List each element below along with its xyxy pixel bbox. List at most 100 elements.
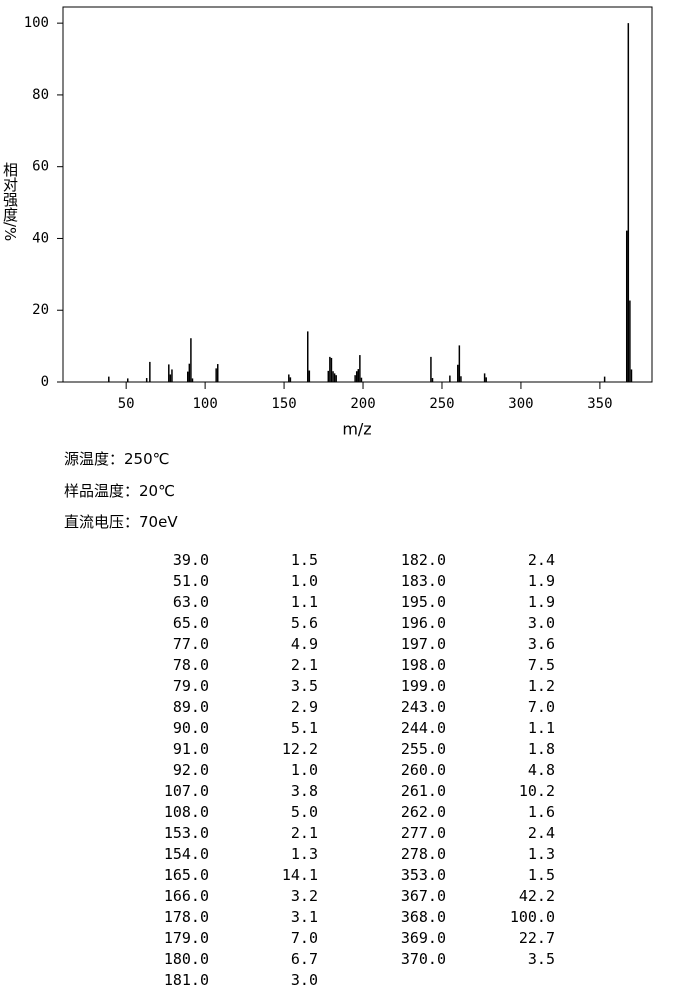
table-cell: 2.1 bbox=[290, 824, 318, 842]
y-tick-label: 0 bbox=[41, 374, 49, 390]
condition: 直流电压：70eV bbox=[64, 513, 178, 531]
table-cell: 2.4 bbox=[527, 824, 555, 842]
table-cell: 39.0 bbox=[172, 551, 209, 569]
table-cell: 3.2 bbox=[290, 887, 318, 905]
table-cell: 1.2 bbox=[527, 677, 555, 695]
table-cell: 4.8 bbox=[527, 761, 555, 779]
table-cell: 51.0 bbox=[172, 572, 209, 590]
table-cell: 367.0 bbox=[400, 887, 446, 905]
table-cell: 108.0 bbox=[163, 803, 209, 821]
table-cell: 79.0 bbox=[172, 677, 209, 695]
table-cell: 2.9 bbox=[290, 698, 318, 716]
table-cell: 353.0 bbox=[400, 866, 446, 884]
table-cell: 183.0 bbox=[400, 572, 446, 590]
table-cell: 179.0 bbox=[163, 929, 209, 947]
x-tick-label: 150 bbox=[271, 396, 296, 412]
table-cell: 1.5 bbox=[527, 866, 555, 884]
x-tick-label: 50 bbox=[118, 396, 135, 412]
table-cell: 22.7 bbox=[518, 929, 555, 947]
x-tick-label: 350 bbox=[587, 396, 612, 412]
table-cell: 7.0 bbox=[290, 929, 318, 947]
table-cell: 196.0 bbox=[400, 614, 446, 632]
x-tick-label: 250 bbox=[429, 396, 454, 412]
table-cell: 63.0 bbox=[172, 593, 209, 611]
table-cell: 1.3 bbox=[527, 845, 555, 863]
table-cell: 3.5 bbox=[527, 950, 555, 968]
condition: 样品温度：20℃ bbox=[64, 482, 175, 500]
y-axis-label: 相对强度/% bbox=[1, 162, 19, 241]
table-cell: 5.1 bbox=[290, 719, 318, 737]
table-cell: 12.2 bbox=[281, 740, 318, 758]
table-cell: 368.0 bbox=[400, 908, 446, 926]
table-cell: 178.0 bbox=[163, 908, 209, 926]
table-cell: 165.0 bbox=[163, 866, 209, 884]
table-cell: 91.0 bbox=[172, 740, 209, 758]
table-cell: 42.2 bbox=[518, 887, 555, 905]
table-cell: 369.0 bbox=[400, 929, 446, 947]
table-cell: 255.0 bbox=[400, 740, 446, 758]
table-cell: 154.0 bbox=[163, 845, 209, 863]
table-cell: 1.9 bbox=[527, 572, 555, 590]
table-cell: 4.9 bbox=[290, 635, 318, 653]
table-cell: 107.0 bbox=[163, 782, 209, 800]
table-cell: 260.0 bbox=[400, 761, 446, 779]
y-tick-label: 100 bbox=[24, 15, 49, 31]
table-cell: 197.0 bbox=[400, 635, 446, 653]
table-cell: 1.5 bbox=[290, 551, 318, 569]
condition: 源温度：250℃ bbox=[64, 450, 170, 468]
table-cell: 3.1 bbox=[290, 908, 318, 926]
table-cell: 182.0 bbox=[400, 551, 446, 569]
table-cell: 3.0 bbox=[290, 971, 318, 989]
table-cell: 262.0 bbox=[400, 803, 446, 821]
table-cell: 90.0 bbox=[172, 719, 209, 737]
plot-frame bbox=[62, 6, 653, 383]
table-cell: 65.0 bbox=[172, 614, 209, 632]
table-cell: 370.0 bbox=[400, 950, 446, 968]
x-tick-label: 200 bbox=[350, 396, 375, 412]
table-cell: 244.0 bbox=[400, 719, 446, 737]
table-cell: 92.0 bbox=[172, 761, 209, 779]
table-cell: 195.0 bbox=[400, 593, 446, 611]
table-cell: 243.0 bbox=[400, 698, 446, 716]
x-tick-label: 100 bbox=[192, 396, 217, 412]
table-cell: 198.0 bbox=[400, 656, 446, 674]
table-cell: 2.4 bbox=[527, 551, 555, 569]
table-cell: 181.0 bbox=[163, 971, 209, 989]
table-cell: 1.6 bbox=[527, 803, 555, 821]
table-cell: 89.0 bbox=[172, 698, 209, 716]
table-cell: 153.0 bbox=[163, 824, 209, 842]
table-cell: 3.6 bbox=[527, 635, 555, 653]
table-cell: 1.1 bbox=[290, 593, 318, 611]
chart: m/z 相对强度/% 0 20 40 60 80 100 50 100 150 200 250 300… bbox=[1, 6, 653, 439]
table-cell: 278.0 bbox=[400, 845, 446, 863]
table-cell: 3.8 bbox=[290, 782, 318, 800]
x-tick-label: 300 bbox=[508, 396, 533, 412]
table-cell: 1.9 bbox=[527, 593, 555, 611]
y-tick-label: 80 bbox=[32, 87, 49, 103]
table-cell: 199.0 bbox=[400, 677, 446, 695]
table-cell: 5.0 bbox=[290, 803, 318, 821]
table-cell: 77.0 bbox=[172, 635, 209, 653]
table-cell: 7.0 bbox=[527, 698, 555, 716]
table-cell: 1.3 bbox=[290, 845, 318, 863]
y-tick-label: 40 bbox=[32, 230, 49, 246]
y-tick-label: 20 bbox=[32, 302, 49, 318]
x-axis-label: m/z bbox=[342, 420, 371, 439]
table-cell: 3.5 bbox=[290, 677, 318, 695]
table-cell: 1.0 bbox=[290, 572, 318, 590]
table-cell: 100.0 bbox=[509, 908, 555, 926]
table-cell: 10.2 bbox=[518, 782, 555, 800]
table-cell: 277.0 bbox=[400, 824, 446, 842]
table-cell: 180.0 bbox=[163, 950, 209, 968]
table-cell: 14.1 bbox=[281, 866, 318, 884]
table-cell: 1.1 bbox=[527, 719, 555, 737]
table-cell: 6.7 bbox=[290, 950, 318, 968]
table-cell: 1.0 bbox=[290, 761, 318, 779]
table-cell: 2.1 bbox=[290, 656, 318, 674]
table-cell: 261.0 bbox=[400, 782, 446, 800]
table-cell: 5.6 bbox=[290, 614, 318, 632]
table-cell: 7.5 bbox=[527, 656, 555, 674]
y-tick-label: 60 bbox=[32, 159, 49, 175]
